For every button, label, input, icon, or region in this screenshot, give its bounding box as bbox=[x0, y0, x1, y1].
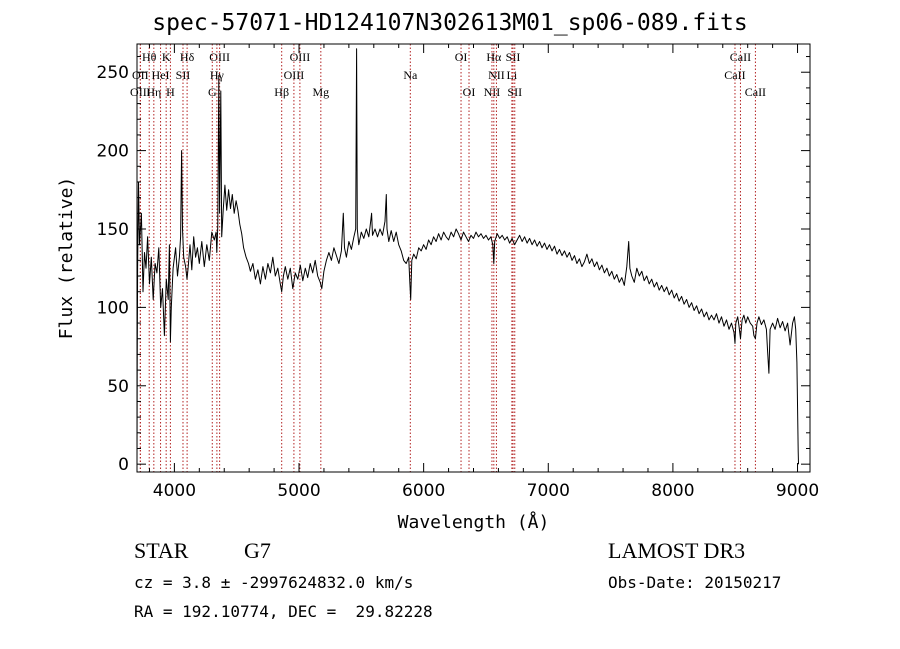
line-marker-label-3: Hη bbox=[146, 85, 161, 99]
line-marker-label-15: Mg bbox=[312, 85, 329, 99]
line-marker-label-27: CaII bbox=[745, 85, 766, 99]
observation-date: Obs-Date: 20150217 bbox=[608, 573, 782, 592]
spectrum-curve bbox=[136, 48, 799, 465]
line-marker-label-9: G bbox=[208, 85, 217, 99]
line-marker-label-22: Li bbox=[507, 68, 518, 82]
line-marker-label-19: NII bbox=[484, 85, 501, 99]
line-marker-label-21: NII bbox=[488, 68, 505, 82]
x-tick-label-5: 9000 bbox=[776, 481, 819, 501]
line-marker-label-26: CaII bbox=[730, 50, 751, 64]
y-tick-label-0: 0 bbox=[118, 455, 129, 475]
ra-dec: RA = 192.10774, DEC = 29.82228 bbox=[134, 602, 433, 621]
object-class: STAR bbox=[134, 538, 189, 563]
spectrum-line bbox=[136, 48, 799, 465]
line-marker-label-14: OIII bbox=[290, 50, 311, 64]
line-marker-label-2: OIII bbox=[130, 85, 151, 99]
line-marker-label-8: Hδ bbox=[180, 50, 195, 64]
line-marker-label-20: Hα bbox=[486, 50, 502, 64]
y-axis-label: Flux (relative) bbox=[56, 177, 77, 340]
axes: 4000 5000 6000 7000 8000 9000 0 50 100 150 200 250 bbox=[97, 44, 819, 501]
line-marker-label-4: HeI bbox=[152, 68, 170, 82]
object-subclass: G7 bbox=[244, 538, 271, 563]
line-marker-label-11: Hγ bbox=[210, 68, 225, 82]
x-tick-label-3: 7000 bbox=[527, 481, 570, 501]
x-axis-label: Wavelength (Å) bbox=[398, 511, 550, 533]
line-marker-label-0: Hθ bbox=[142, 50, 157, 64]
line-marker-label-23: SII bbox=[506, 50, 521, 64]
line-marker-label-18: OI bbox=[463, 85, 476, 99]
y-tick-label-1: 50 bbox=[107, 377, 129, 397]
x-tick-label-1: 5000 bbox=[277, 481, 320, 501]
line-marker-label-24: SII bbox=[507, 85, 522, 99]
x-tick-label-2: 6000 bbox=[402, 481, 445, 501]
x-tick-label-4: 8000 bbox=[651, 481, 694, 501]
plot-frame bbox=[136, 43, 811, 473]
line-marker-label-10: OIII bbox=[209, 50, 230, 64]
y-tick-label-4: 200 bbox=[97, 142, 129, 162]
y-tick-label-2: 100 bbox=[97, 298, 129, 318]
chart-title: spec-57071-HD124107N302613M01_sp06-089.f… bbox=[152, 10, 748, 36]
line-marker-label-7: H bbox=[166, 85, 175, 99]
line-marker-label-5: K bbox=[162, 50, 171, 64]
line-marker-label-6: SII bbox=[176, 68, 191, 82]
y-tick-label-3: 150 bbox=[97, 220, 129, 240]
redshift-cz: cz = 3.8 ± -2997624832.0 km/s bbox=[134, 573, 414, 592]
line-marker-label-25: CaII bbox=[724, 68, 745, 82]
line-marker-label-13: OIII bbox=[284, 68, 305, 82]
x-tick-label-0: 4000 bbox=[153, 481, 196, 501]
line-marker-label-1: OII bbox=[132, 68, 149, 82]
line-marker-label-12: Hβ bbox=[274, 85, 289, 99]
survey-name: LAMOST DR3 bbox=[608, 538, 746, 563]
y-tick-label-5: 250 bbox=[97, 63, 129, 83]
line-marker-label-17: OI bbox=[455, 50, 468, 64]
line-marker-label-16: Na bbox=[403, 68, 418, 82]
line-markers: HθOIIOIIIHηHeIKSIIHHδGOIIIHγHβOIIIOIIIMg… bbox=[130, 44, 766, 472]
